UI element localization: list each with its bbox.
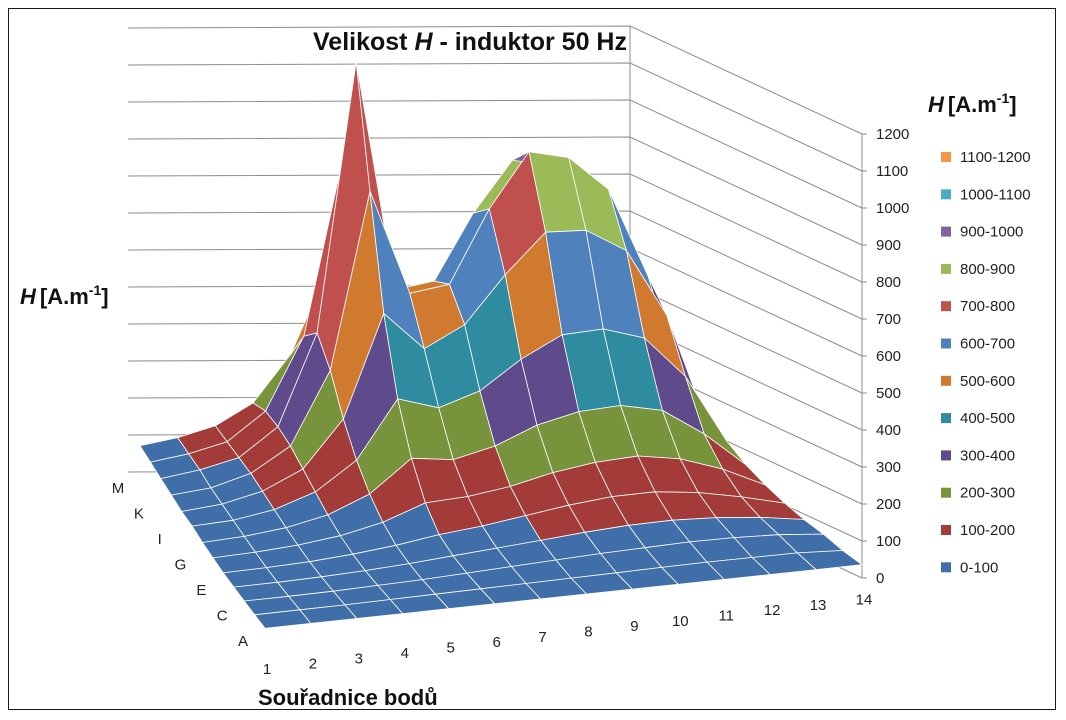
y-tick-label: K: [134, 506, 144, 523]
z-tick-label: 0: [876, 570, 884, 587]
legend-label: 400-500: [960, 410, 1015, 427]
x-tick-label: 11: [718, 607, 734, 624]
legend-label: 700-800: [960, 298, 1015, 315]
legend-label: 200-300: [960, 485, 1015, 502]
x-tick-label: 7: [538, 629, 546, 646]
legend-label: 600-700: [960, 336, 1015, 353]
x-tick-label: 10: [672, 613, 689, 630]
y-tick-label: I: [158, 531, 162, 548]
surface-cell: [797, 550, 863, 570]
legend: 1100-1200 1000-1100 900-1000 800-900 700-800…: [941, 149, 1031, 576]
x-tick-label: 9: [630, 618, 638, 635]
legend-label: 300-400: [960, 447, 1015, 464]
legend-swatch: [941, 226, 951, 237]
y-tick-label: A: [238, 633, 248, 650]
z-tick-label: 400: [876, 422, 901, 439]
legend-swatch: [941, 487, 951, 498]
legend-label: 1100-1200: [960, 149, 1031, 166]
legend-label: 100-200: [960, 522, 1015, 539]
y-tick-label: E: [196, 582, 206, 599]
x-tick-label: 12: [764, 602, 781, 619]
legend-swatch: [941, 562, 951, 573]
legend-swatch: [941, 152, 951, 162]
z-tick-label: 800: [876, 274, 901, 291]
legend-label: 0-100: [960, 559, 998, 576]
z-tick-label: 700: [876, 311, 901, 328]
z-axis-title-left: H [A.m-1]: [20, 282, 109, 309]
legend-swatch: [941, 450, 951, 461]
gridline: [127, 62, 863, 172]
legend-swatch: [941, 263, 951, 274]
z-tick-label: 500: [876, 385, 901, 402]
axis-ticks: 0 100 200 300 400 500 600 700 800 900 1000 1100 1200…: [112, 126, 910, 678]
legend-label: 800-900: [960, 261, 1015, 278]
legend-label: 500-600: [960, 373, 1015, 390]
z-tick-label: 200: [876, 496, 901, 513]
legend-swatch: [941, 413, 951, 424]
z-tick-label: 300: [876, 459, 901, 476]
legend-label: 1000-1100: [960, 186, 1031, 203]
legend-swatch: [941, 301, 951, 312]
x-tick-label: 3: [355, 650, 363, 667]
legend-swatch: [941, 338, 951, 349]
legend-label: 900-1000: [960, 224, 1023, 241]
x-tick-label: 5: [447, 640, 455, 657]
x-tick-label: 1: [263, 661, 271, 678]
x-tick-label: 4: [401, 645, 409, 662]
legend-swatch: [941, 375, 951, 386]
z-tick-label: 100: [876, 533, 901, 550]
x-tick-label: 2: [309, 656, 317, 673]
z-axis-title-right: H [A.m-1]: [928, 90, 1017, 117]
x-tick-label: 14: [856, 591, 873, 608]
legend-swatch: [941, 189, 951, 200]
chart-title: Velikost H - induktor 50 Hz: [313, 28, 627, 56]
y-tick-label: G: [175, 557, 187, 574]
z-tick-label: 600: [876, 348, 901, 365]
y-tick-label: M: [112, 480, 125, 497]
y-tick-label: C: [217, 608, 228, 625]
x-tick-label: 8: [584, 624, 592, 641]
surface-plot: [139, 61, 863, 629]
z-tick-label: 1200: [876, 126, 909, 143]
legend-swatch: [941, 525, 951, 535]
x-axis-title: Souřadnice bodů: [258, 685, 438, 710]
z-tick-label: 1100: [876, 163, 908, 180]
z-tick-label: 900: [876, 237, 901, 254]
z-tick-label: 1000: [876, 200, 909, 217]
x-tick-label: 13: [810, 597, 827, 614]
x-tick-label: 6: [492, 634, 500, 651]
